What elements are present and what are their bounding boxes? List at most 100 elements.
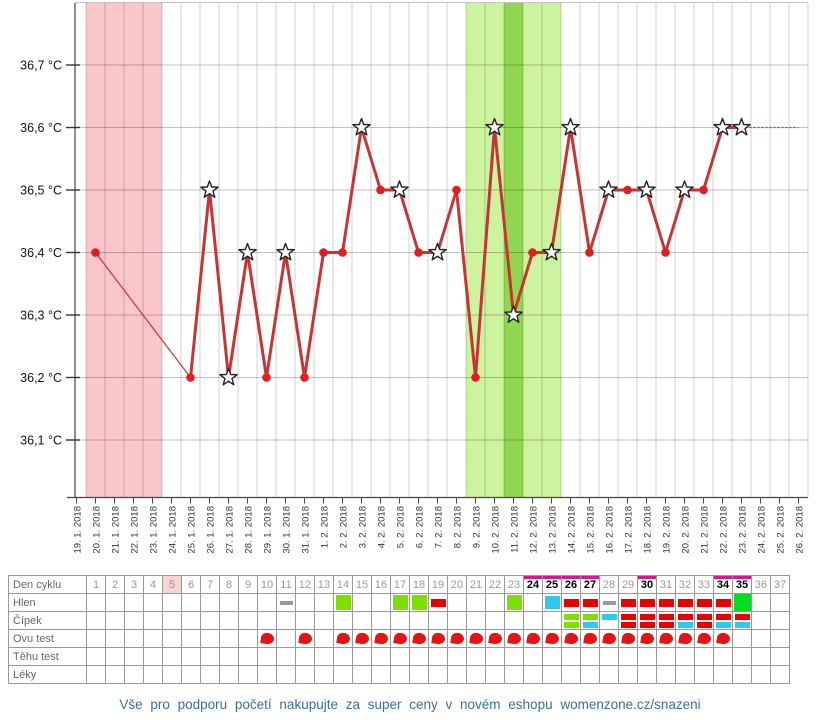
leky-cell[interactable] — [486, 666, 505, 684]
footer-shop-link[interactable]: Vše pro podporu početí nakupujte za supe… — [119, 697, 701, 712]
cipek-cell[interactable] — [505, 612, 524, 630]
leky-cell[interactable] — [372, 666, 391, 684]
hlen-cell[interactable] — [163, 594, 182, 612]
ovu-test-cell[interactable] — [657, 630, 676, 648]
cipek-cell[interactable] — [296, 612, 315, 630]
day-number-cell[interactable]: 1 — [87, 576, 106, 594]
day-number-cell[interactable]: 25 — [543, 576, 562, 594]
ovu-test-cell[interactable] — [315, 630, 334, 648]
temp-point-dot[interactable] — [699, 185, 708, 195]
day-number-cell[interactable]: 14 — [334, 576, 353, 594]
leky-cell[interactable] — [638, 666, 657, 684]
day-number-cell[interactable]: 18 — [410, 576, 429, 594]
cipek-cell[interactable] — [277, 612, 296, 630]
ovu-test-cell[interactable] — [619, 630, 638, 648]
hlen-cell[interactable] — [600, 594, 619, 612]
hlen-cell[interactable] — [334, 594, 353, 612]
hlen-cell[interactable] — [201, 594, 220, 612]
leky-cell[interactable] — [562, 666, 581, 684]
temp-point-dot[interactable] — [471, 373, 480, 382]
ovu-test-cell[interactable] — [733, 630, 752, 648]
cipek-cell[interactable] — [239, 612, 258, 630]
leky-cell[interactable] — [543, 666, 562, 684]
ovu-test-cell[interactable] — [429, 630, 448, 648]
leky-cell[interactable] — [771, 666, 790, 684]
leky-cell[interactable] — [505, 666, 524, 684]
ovu-test-cell[interactable] — [334, 630, 353, 648]
ovu-test-cell[interactable] — [600, 630, 619, 648]
ovu-test-cell[interactable] — [543, 630, 562, 648]
temp-point-star[interactable] — [713, 117, 732, 136]
day-number-cell[interactable]: 3 — [125, 576, 144, 594]
ovu-test-cell[interactable] — [562, 630, 581, 648]
cipek-cell[interactable] — [771, 612, 790, 630]
day-number-cell[interactable]: 27 — [581, 576, 600, 594]
temp-point-dot[interactable] — [300, 373, 309, 382]
leky-cell[interactable] — [353, 666, 372, 684]
leky-cell[interactable] — [258, 666, 277, 684]
hlen-cell[interactable] — [220, 594, 239, 612]
temp-point-star[interactable] — [238, 242, 257, 261]
hlen-cell[interactable] — [638, 594, 657, 612]
cipek-cell[interactable] — [543, 612, 562, 630]
cipek-cell[interactable] — [429, 612, 448, 630]
day-number-cell[interactable]: 6 — [182, 576, 201, 594]
tehu-test-cell[interactable] — [429, 648, 448, 666]
hlen-cell[interactable] — [296, 594, 315, 612]
cipek-cell[interactable] — [201, 612, 220, 630]
ovu-test-cell[interactable] — [163, 630, 182, 648]
leky-cell[interactable] — [657, 666, 676, 684]
cipek-cell[interactable] — [163, 612, 182, 630]
cipek-cell[interactable] — [315, 612, 334, 630]
hlen-cell[interactable] — [239, 594, 258, 612]
ovu-test-cell[interactable] — [486, 630, 505, 648]
tehu-test-cell[interactable] — [372, 648, 391, 666]
tehu-test-cell[interactable] — [771, 648, 790, 666]
ovu-test-cell[interactable] — [714, 630, 733, 648]
tehu-test-cell[interactable] — [334, 648, 353, 666]
leky-cell[interactable] — [277, 666, 296, 684]
hlen-cell[interactable] — [733, 594, 752, 612]
hlen-cell[interactable] — [505, 594, 524, 612]
ovu-test-cell[interactable] — [125, 630, 144, 648]
temp-point-dot[interactable] — [585, 248, 594, 257]
day-number-cell[interactable]: 31 — [657, 576, 676, 594]
hlen-cell[interactable] — [714, 594, 733, 612]
leky-cell[interactable] — [467, 666, 486, 684]
cipek-cell[interactable] — [467, 612, 486, 630]
tehu-test-cell[interactable] — [353, 648, 372, 666]
tehu-test-cell[interactable] — [391, 648, 410, 666]
hlen-cell[interactable] — [182, 594, 201, 612]
ovu-test-cell[interactable] — [505, 630, 524, 648]
cipek-cell[interactable] — [353, 612, 372, 630]
cipek-cell[interactable] — [638, 612, 657, 630]
leky-cell[interactable] — [752, 666, 771, 684]
day-number-cell[interactable]: 9 — [239, 576, 258, 594]
hlen-cell[interactable] — [524, 594, 543, 612]
leky-cell[interactable] — [524, 666, 543, 684]
temp-point-dot[interactable] — [319, 248, 328, 257]
hlen-cell[interactable] — [543, 594, 562, 612]
hlen-cell[interactable] — [429, 594, 448, 612]
tehu-test-cell[interactable] — [448, 648, 467, 666]
temp-point-star[interactable] — [732, 117, 751, 136]
tehu-test-cell[interactable] — [600, 648, 619, 666]
cipek-cell[interactable] — [486, 612, 505, 630]
ovu-test-cell[interactable] — [258, 630, 277, 648]
day-number-cell[interactable]: 26 — [562, 576, 581, 594]
leky-cell[interactable] — [220, 666, 239, 684]
temp-point-dot[interactable] — [528, 248, 537, 257]
tehu-test-cell[interactable] — [467, 648, 486, 666]
temp-point-star[interactable] — [219, 367, 238, 386]
hlen-cell[interactable] — [125, 594, 144, 612]
cipek-cell[interactable] — [695, 612, 714, 630]
hlen-cell[interactable] — [752, 594, 771, 612]
day-number-cell[interactable]: 19 — [429, 576, 448, 594]
leky-cell[interactable] — [144, 666, 163, 684]
day-number-cell[interactable]: 28 — [600, 576, 619, 594]
hlen-cell[interactable] — [372, 594, 391, 612]
day-number-cell[interactable]: 32 — [676, 576, 695, 594]
day-number-cell[interactable]: 30 — [638, 576, 657, 594]
ovu-test-cell[interactable] — [695, 630, 714, 648]
tehu-test-cell[interactable] — [315, 648, 334, 666]
